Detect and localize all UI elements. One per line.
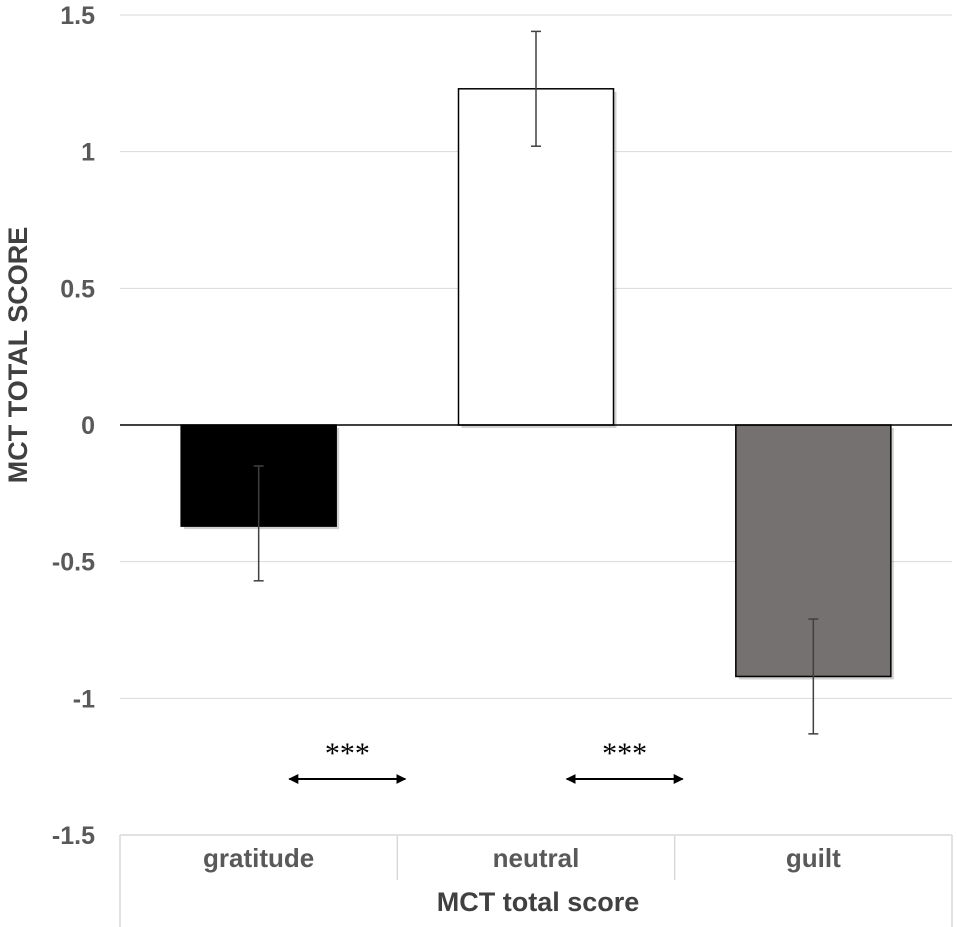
x-tick-label-guilt: guilt bbox=[786, 843, 841, 873]
y-tick-label: -1 bbox=[73, 685, 95, 713]
y-tick-label: -0.5 bbox=[52, 549, 95, 577]
x-axis-title: MCT total score bbox=[437, 887, 640, 917]
error-bar-gratitude bbox=[253, 465, 264, 582]
significance-label: *** bbox=[325, 737, 370, 770]
significance-label: *** bbox=[602, 737, 647, 770]
bars bbox=[180, 88, 894, 680]
significance-marker: *** bbox=[565, 737, 684, 784]
significance-annotations: *** *** bbox=[288, 737, 684, 784]
error-bars bbox=[253, 30, 819, 735]
y-tick-label: 1 bbox=[81, 139, 95, 167]
x-tick-label-gratitude: gratitude bbox=[203, 843, 314, 873]
y-tick-label: 0.5 bbox=[60, 275, 95, 303]
x-tick-label-neutral: neutral bbox=[493, 843, 580, 873]
y-tick-label: 1.5 bbox=[60, 2, 95, 30]
significance-marker: *** bbox=[288, 737, 407, 784]
y-tick-labels: 1.5 1 0.5 0 -0.5 -1 -1.5 bbox=[52, 2, 95, 850]
y-tick-label: -1.5 bbox=[52, 822, 95, 850]
y-axis-title: MCT TOTAL SCORE bbox=[3, 227, 33, 484]
error-bar-neutral bbox=[531, 30, 541, 147]
x-axis-table: gratitude neutral guilt bbox=[119, 834, 953, 927]
y-tick-label: 0 bbox=[81, 412, 95, 440]
error-bar-guilt bbox=[808, 618, 819, 735]
